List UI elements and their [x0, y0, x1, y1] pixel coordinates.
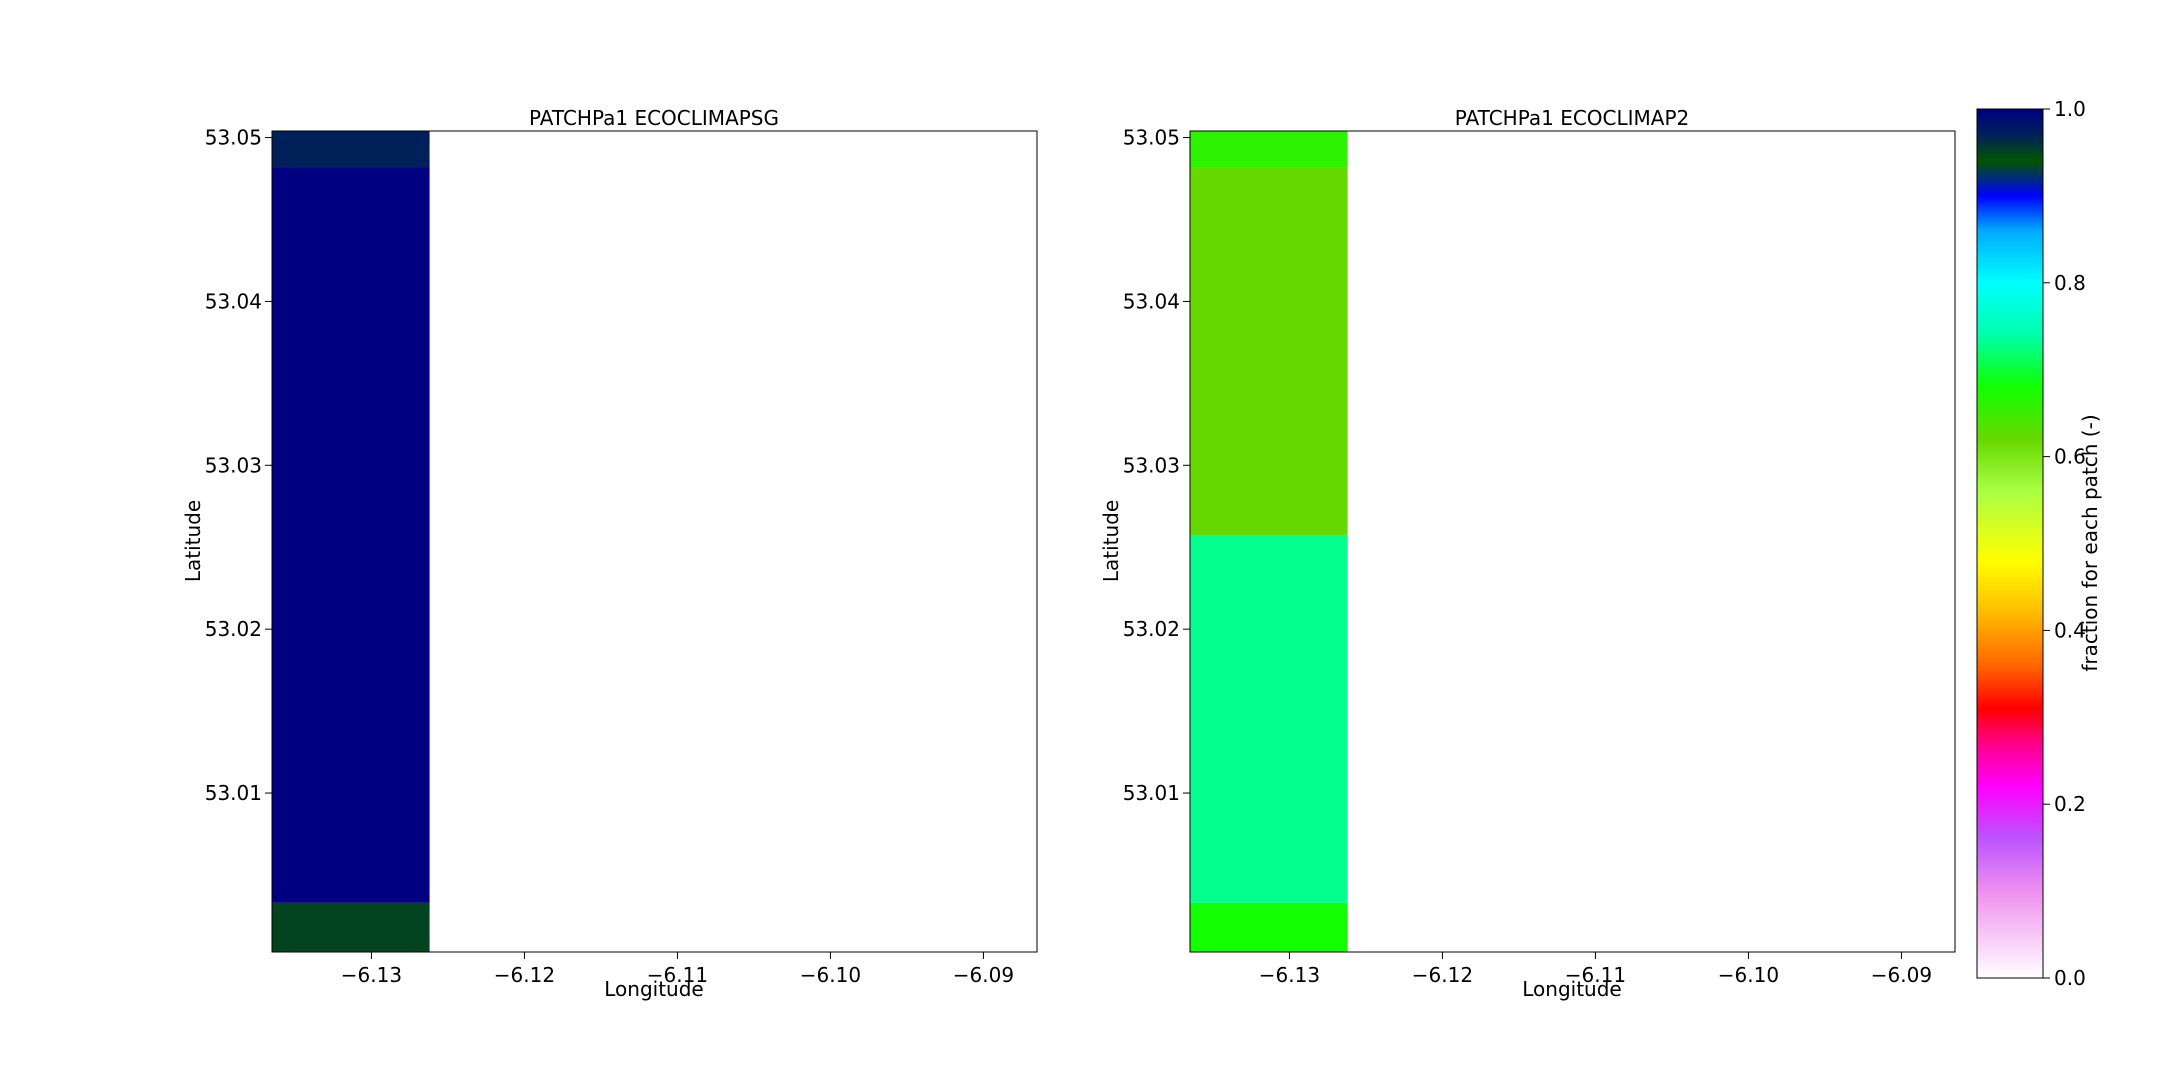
y-tick-label: 53.01 — [205, 781, 262, 805]
heatmap-cell — [1190, 131, 1348, 168]
panel-ecoclimapsg: PATCHPa1 ECOCLIMAPSG −6.13 −6.12 −6.11 −6.1… — [181, 106, 1038, 1001]
x-axis-label: Longitude — [1522, 977, 1621, 1001]
colorbar-tick-label: 0.6 — [2054, 445, 2086, 469]
colorbar-tick-label: 0.2 — [2054, 792, 2086, 816]
heatmap-cell — [272, 167, 430, 903]
y-tick-label: 53.03 — [205, 453, 262, 477]
x-axis-label: Longitude — [604, 977, 703, 1001]
colorbar: 0.0 0.2 0.4 0.6 0.8 1.0 fraction for each pat… — [1976, 97, 2102, 990]
y-tick-label: 53.04 — [205, 289, 262, 313]
panel-ecoclimap2: PATCHPa1 ECOCLIMAP2 −6.13 −6.12 −6.11 −6.10… — [1099, 106, 1956, 1001]
y-tick-label: 53.05 — [1123, 126, 1180, 150]
x-axis-ticks: −6.13 −6.12 −6.11 −6.10 −6.09 — [1259, 952, 1932, 987]
heatmap-cells — [1190, 131, 1348, 952]
colorbar-gradient — [1976, 108, 2044, 979]
colorbar-ticks: 0.0 0.2 0.4 0.6 0.8 1.0 — [2043, 97, 2086, 990]
colorbar-tick-label: 0.4 — [2054, 618, 2086, 642]
y-tick-label: 53.01 — [1123, 781, 1180, 805]
x-tick-label: −6.10 — [800, 963, 861, 987]
heatmap-cell — [1190, 535, 1348, 903]
panel-title: PATCHPa1 ECOCLIMAP2 — [1455, 106, 1690, 130]
y-axis-ticks: 53.01 53.02 53.03 53.04 53.05 — [205, 126, 272, 805]
x-tick-label: −6.13 — [1259, 963, 1320, 987]
y-tick-label: 53.04 — [1123, 289, 1180, 313]
heatmap-cell — [1190, 902, 1348, 952]
colorbar-label: fraction for each patch (-) — [2078, 414, 2102, 671]
colorbar-tick-label: 1.0 — [2054, 97, 2086, 121]
heatmap-cell — [1190, 167, 1348, 536]
x-tick-label: −6.10 — [1718, 963, 1779, 987]
heatmap-cells — [272, 131, 430, 952]
x-tick-label: −6.11 — [1565, 963, 1626, 987]
heatmap-cell — [272, 902, 430, 952]
x-tick-label: −6.11 — [647, 963, 708, 987]
x-tick-label: −6.09 — [1871, 963, 1932, 987]
x-tick-label: −6.12 — [494, 963, 555, 987]
y-tick-label: 53.05 — [205, 126, 262, 150]
x-tick-label: −6.13 — [341, 963, 402, 987]
plot-frame — [271, 130, 1038, 953]
x-axis-ticks: −6.13 −6.12 −6.11 −6.10 −6.09 — [341, 952, 1014, 987]
heatmap-cell — [272, 131, 430, 168]
colorbar-tick-label: 0.8 — [2054, 271, 2086, 295]
y-axis-ticks: 53.01 53.02 53.03 53.04 53.05 — [1123, 126, 1190, 805]
colorbar-tick-label: 0.0 — [2054, 966, 2086, 990]
panel-title: PATCHPa1 ECOCLIMAPSG — [529, 106, 779, 130]
y-tick-label: 53.02 — [1123, 617, 1180, 641]
y-axis-label: Latitude — [181, 500, 205, 582]
y-axis-label: Latitude — [1099, 500, 1123, 582]
x-tick-label: −6.12 — [1412, 963, 1473, 987]
x-tick-label: −6.09 — [953, 963, 1014, 987]
plot-frame — [1189, 130, 1956, 953]
y-tick-label: 53.03 — [1123, 453, 1180, 477]
y-tick-label: 53.02 — [205, 617, 262, 641]
